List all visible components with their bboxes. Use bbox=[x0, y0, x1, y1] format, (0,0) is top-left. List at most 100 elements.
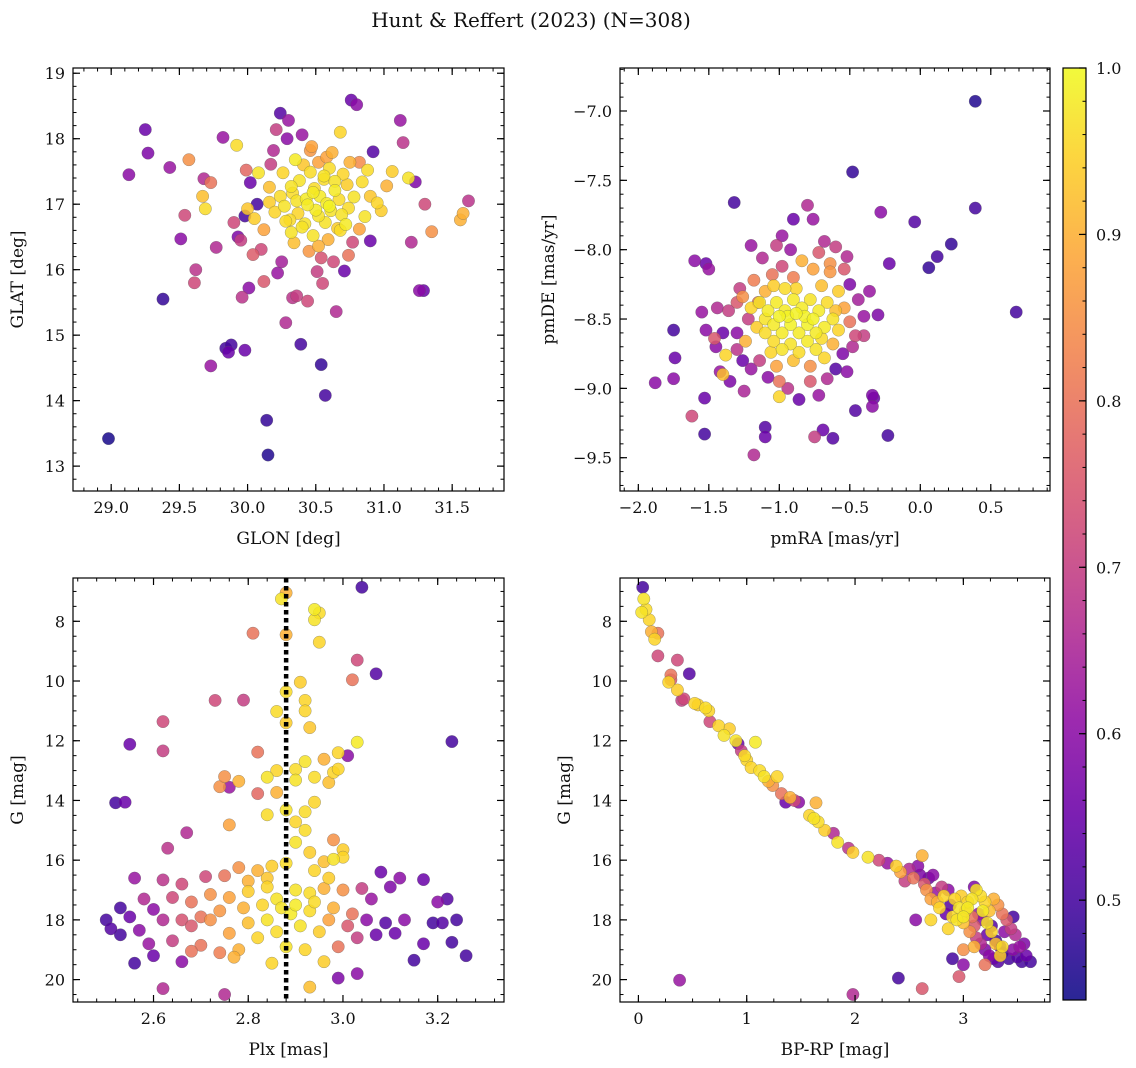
data-point bbox=[826, 312, 840, 326]
data-point bbox=[670, 683, 684, 697]
data-point bbox=[832, 323, 845, 337]
data-point bbox=[341, 919, 355, 933]
data-point bbox=[113, 928, 127, 942]
data-point bbox=[282, 113, 295, 127]
data-point bbox=[336, 883, 350, 897]
colorbar-tick-label: 0.9 bbox=[1096, 225, 1121, 244]
data-point bbox=[417, 873, 430, 887]
data-point bbox=[772, 374, 786, 388]
data-point bbox=[708, 331, 721, 345]
data-point bbox=[933, 901, 946, 915]
data-point bbox=[891, 971, 905, 985]
data-point bbox=[237, 901, 250, 915]
x-axis-label: BP-RP [mag] bbox=[781, 1040, 890, 1060]
data-point bbox=[203, 913, 217, 927]
data-point bbox=[246, 626, 260, 640]
data-point bbox=[722, 304, 736, 318]
y-tick-label: 10 bbox=[592, 672, 612, 691]
y-tick-label: 14 bbox=[592, 791, 612, 810]
data-point bbox=[755, 251, 769, 265]
x-tick-label: 29.5 bbox=[162, 498, 198, 517]
data-point bbox=[303, 721, 317, 735]
data-point bbox=[792, 393, 806, 406]
x-axis-label: Plx [mas] bbox=[248, 1040, 328, 1060]
data-point bbox=[270, 925, 284, 939]
data-point bbox=[218, 770, 232, 784]
data-point bbox=[242, 281, 256, 295]
y-tick-label: 14 bbox=[45, 791, 65, 810]
data-point bbox=[301, 294, 315, 308]
data-point bbox=[138, 123, 152, 137]
data-point bbox=[843, 315, 857, 329]
data-point bbox=[717, 728, 731, 742]
y-tick-label: 17 bbox=[45, 195, 65, 214]
data-point bbox=[758, 326, 772, 340]
data-point bbox=[688, 254, 702, 268]
data-point bbox=[199, 870, 213, 884]
data-point bbox=[832, 284, 845, 298]
data-point bbox=[147, 949, 160, 963]
data-point bbox=[222, 891, 236, 904]
data-point bbox=[312, 925, 326, 939]
data-point bbox=[806, 312, 820, 326]
data-point bbox=[308, 795, 321, 809]
y-tick-label: −7.5 bbox=[573, 171, 612, 190]
data-point bbox=[289, 883, 303, 897]
data-point bbox=[271, 266, 285, 280]
data-point bbox=[976, 904, 990, 918]
data-point bbox=[343, 155, 357, 169]
data-point bbox=[668, 351, 682, 365]
y-tick-label: −8.0 bbox=[573, 241, 612, 260]
data-point bbox=[418, 197, 432, 211]
data-point bbox=[809, 326, 823, 340]
data-point bbox=[306, 229, 320, 243]
data-point bbox=[926, 868, 940, 882]
colorbar-tick-label: 1.0 bbox=[1096, 59, 1121, 78]
data-point bbox=[298, 704, 312, 718]
data-point bbox=[279, 214, 293, 228]
data-point bbox=[363, 234, 377, 248]
points-pos bbox=[102, 93, 475, 462]
data-point bbox=[786, 293, 800, 307]
data-point bbox=[702, 262, 716, 276]
data-point bbox=[786, 270, 800, 284]
data-point bbox=[730, 326, 744, 340]
data-point bbox=[122, 168, 136, 182]
data-point bbox=[968, 94, 982, 108]
y-tick-label: 16 bbox=[592, 851, 612, 870]
data-point bbox=[775, 343, 789, 356]
data-point bbox=[431, 895, 445, 909]
y-tick-label: 16 bbox=[45, 851, 65, 870]
data-point bbox=[930, 250, 944, 264]
data-point bbox=[303, 165, 317, 179]
data-point bbox=[303, 845, 317, 859]
data-point bbox=[767, 334, 781, 348]
data-point bbox=[872, 853, 886, 867]
colorbar: 0.5 0.6 0.7 0.8 0.9 1.0 bbox=[1062, 59, 1121, 1001]
data-point bbox=[758, 430, 772, 444]
data-point bbox=[184, 919, 198, 933]
data-point bbox=[262, 180, 276, 194]
data-point bbox=[747, 448, 761, 462]
data-point bbox=[142, 937, 156, 951]
y-axis-label: G [mag] bbox=[555, 755, 575, 824]
data-point bbox=[648, 376, 662, 390]
data-point bbox=[322, 871, 336, 885]
data-point bbox=[184, 944, 198, 958]
panel-position: 29.0 29.5 30.0 30.5 31.0 31.5 13 14 15 16 17 18 19 GL… bbox=[8, 64, 505, 549]
data-point bbox=[317, 169, 331, 183]
data-point bbox=[407, 953, 421, 967]
data-point bbox=[346, 235, 360, 249]
data-point bbox=[222, 345, 235, 359]
y-tick-label: 13 bbox=[45, 457, 65, 476]
data-point bbox=[968, 201, 982, 215]
data-point bbox=[435, 916, 449, 930]
data-point bbox=[241, 202, 255, 216]
data-point bbox=[279, 316, 293, 330]
data-point bbox=[321, 233, 335, 247]
data-point bbox=[889, 859, 903, 873]
data-point bbox=[156, 873, 170, 887]
data-point bbox=[783, 791, 797, 804]
y-tick-label: 20 bbox=[592, 971, 612, 990]
